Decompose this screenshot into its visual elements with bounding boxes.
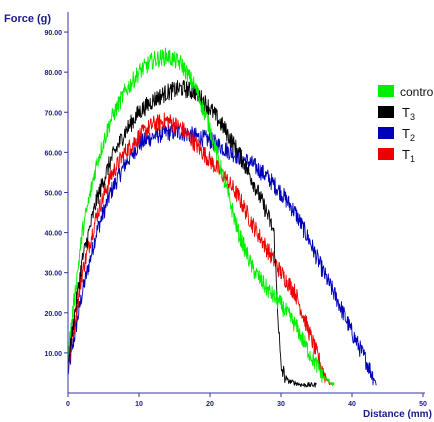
legend-swatch-t2 bbox=[378, 127, 394, 139]
x-tick-label: 0 bbox=[66, 401, 70, 408]
y-tick-label: 90.00 bbox=[44, 30, 62, 37]
series-line-t1 bbox=[67, 112, 331, 386]
x-tick-label: 40 bbox=[348, 401, 356, 408]
x-axis-title: Distance (mm) bbox=[363, 409, 432, 420]
series-line-control bbox=[67, 47, 335, 387]
y-tick-label: 30.00 bbox=[44, 271, 62, 278]
legend-swatch-t3 bbox=[378, 106, 394, 118]
x-tick-label: 20 bbox=[206, 401, 214, 408]
y-tick-label: 20.00 bbox=[44, 311, 62, 318]
y-tick-label: 70.00 bbox=[44, 110, 62, 117]
y-tick-label: 50.00 bbox=[44, 190, 62, 197]
legend-label-t1: T1 bbox=[402, 147, 415, 164]
y-tick-label: 80.00 bbox=[44, 70, 62, 77]
y-ticks: 10.00 20.00 30.00 40.00 50.00 60.00 70.00 80.00… bbox=[44, 30, 68, 358]
y-tick-label: 10.00 bbox=[44, 351, 62, 358]
y-tick-label: 60.00 bbox=[44, 150, 62, 157]
legend-label-control: control bbox=[400, 85, 434, 99]
y-axis-title: Force (g) bbox=[4, 13, 51, 25]
x-tick-label: 30 bbox=[277, 401, 285, 408]
data-lines-layer bbox=[67, 47, 377, 388]
x-tick-label: 50 bbox=[419, 401, 427, 408]
series-line-t3 bbox=[67, 80, 317, 388]
legend-label-t2: T2 bbox=[402, 126, 415, 143]
legend-label-t3: T3 bbox=[402, 105, 415, 122]
series-line-t2 bbox=[67, 123, 377, 386]
x-tick-label: 10 bbox=[135, 401, 143, 408]
x-ticks: 0 10 20 30 40 50 bbox=[66, 393, 427, 408]
y-tick-label: 40.00 bbox=[44, 231, 62, 238]
legend-swatch-control bbox=[378, 85, 394, 97]
legend: control T3 T2 T1 bbox=[378, 85, 434, 164]
legend-swatch-t1 bbox=[378, 148, 394, 160]
